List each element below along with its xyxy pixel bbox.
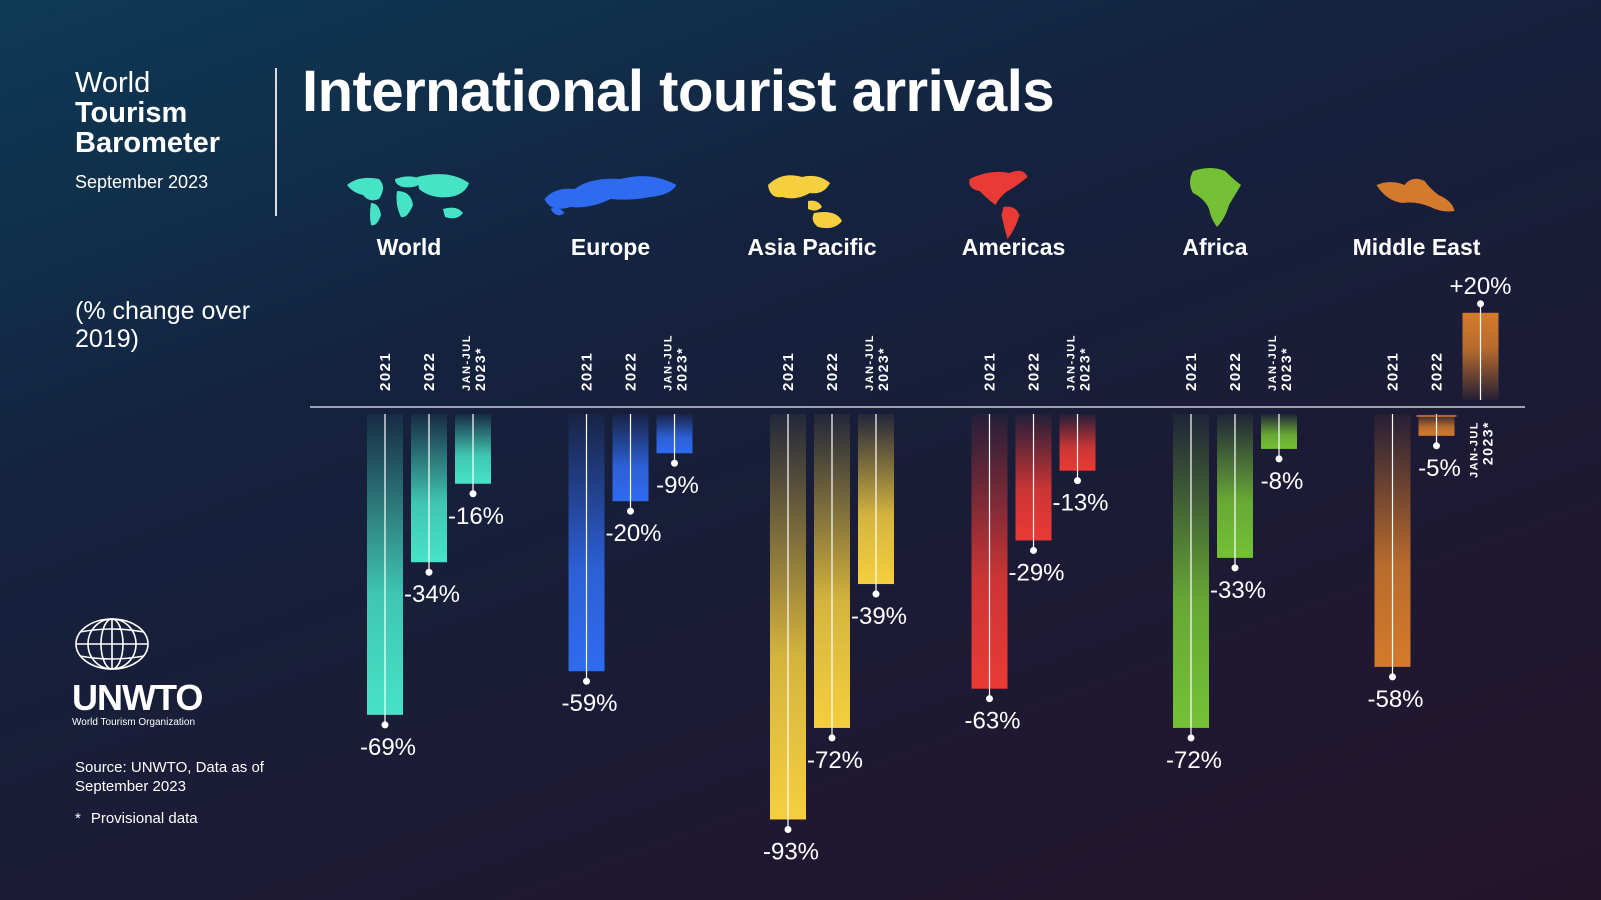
category-label: 2023* xyxy=(1480,421,1496,465)
bar-dot xyxy=(583,677,590,685)
middle-east-map-icon xyxy=(1376,178,1455,212)
category-label: 2023* xyxy=(1077,347,1093,391)
category-label: 2021 xyxy=(780,352,797,391)
region-name: Middle East xyxy=(1353,234,1481,260)
bar-dot xyxy=(469,490,477,498)
data-label: -13% xyxy=(1052,490,1108,517)
header-divider xyxy=(275,68,277,216)
category-label: 2022 xyxy=(1429,352,1446,391)
source-note: Source: UNWTO, Data as of September 2023 xyxy=(75,759,264,795)
brand-line-tourism: Tourism xyxy=(75,97,188,129)
region-name: Asia Pacific xyxy=(747,234,876,260)
category-label: JAN-JUL xyxy=(864,334,876,391)
chart-subtitle: (% change over 2019) xyxy=(75,297,251,353)
data-label: -33% xyxy=(1210,577,1266,604)
logo-text: UNWTO xyxy=(72,677,203,718)
category-label: 2022 xyxy=(824,352,841,391)
data-label: -63% xyxy=(964,708,1020,735)
americas-map-icon xyxy=(969,170,1028,239)
data-label: -5% xyxy=(1418,455,1461,482)
category-label: 2021 xyxy=(579,352,596,391)
brand-line-world: World xyxy=(75,67,151,99)
bar-dot xyxy=(381,721,389,729)
note-text: Provisional data xyxy=(90,810,198,827)
region-name: Europe xyxy=(571,234,650,260)
data-label: -9% xyxy=(656,472,699,499)
globe-icon xyxy=(75,618,149,670)
bar-dot xyxy=(1074,477,1081,485)
bar-dot xyxy=(1389,673,1396,681)
category-label: 2023* xyxy=(875,347,891,391)
data-label: -58% xyxy=(1367,686,1423,713)
category-label: 2023* xyxy=(674,347,690,391)
brand-block: World Tourism Barometer September 2023 xyxy=(75,68,265,193)
data-label: -34% xyxy=(404,581,460,608)
bar-dot xyxy=(986,695,993,703)
data-label: -93% xyxy=(763,838,819,865)
category-label: JAN-JUL xyxy=(1066,334,1078,391)
category-label: 2022 xyxy=(1227,352,1244,391)
category-label: 2023* xyxy=(1278,347,1294,391)
data-label: -16% xyxy=(448,503,504,530)
category-label: 2021 xyxy=(982,352,999,391)
world-map-icon xyxy=(347,174,469,226)
category-label: JAN-JUL xyxy=(1469,421,1481,478)
category-label: 2022 xyxy=(623,352,640,391)
data-label: -20% xyxy=(605,520,661,547)
bar-dot xyxy=(1187,734,1195,742)
region-name: World xyxy=(377,234,442,260)
europe-map-icon xyxy=(544,176,677,216)
category-label: JAN-JUL xyxy=(663,334,675,391)
unwto-logo: UNWTO World Tourism Organization xyxy=(72,616,232,728)
asia-pacific-map-icon xyxy=(768,175,842,229)
provisional-note: * Provisional data xyxy=(75,810,198,827)
note-marker: * xyxy=(75,810,81,827)
category-label: 2021 xyxy=(377,352,394,391)
category-label: JAN-JUL xyxy=(461,334,473,391)
bar-dot xyxy=(1231,564,1239,572)
bar-dot xyxy=(627,507,634,515)
data-label: -72% xyxy=(1166,747,1222,774)
category-label: 2022 xyxy=(421,352,438,391)
bar-dot xyxy=(425,568,433,576)
bar-dot xyxy=(828,734,836,742)
africa-map-icon xyxy=(1190,168,1241,227)
bar-dot xyxy=(1030,546,1037,554)
bar-dot xyxy=(872,590,880,598)
data-label: -69% xyxy=(360,734,416,761)
category-label: 2021 xyxy=(1385,352,1402,391)
category-label: 2023* xyxy=(472,347,488,391)
bar-dot xyxy=(1433,442,1440,450)
brand-line-barometer: Barometer xyxy=(75,127,221,159)
bar-dot xyxy=(784,825,792,833)
data-label: +20% xyxy=(1449,273,1511,300)
bar-dot xyxy=(1477,300,1484,308)
logo-subtitle: World Tourism Organization xyxy=(72,717,196,728)
bar-dot xyxy=(671,459,678,467)
category-label: 2021 xyxy=(1183,352,1200,391)
data-label: -59% xyxy=(561,690,617,717)
data-label: -8% xyxy=(1261,468,1304,495)
brand-date: September 2023 xyxy=(75,172,209,192)
region-name: Africa xyxy=(1182,234,1247,260)
bar-dot xyxy=(1275,455,1283,463)
data-label: -72% xyxy=(807,747,863,774)
page-title: International tourist arrivals xyxy=(302,59,1055,124)
region-name: Americas xyxy=(962,234,1066,260)
category-label: 2022 xyxy=(1026,352,1043,391)
category-label: JAN-JUL xyxy=(1267,334,1279,391)
data-label: -29% xyxy=(1008,559,1064,586)
data-label: -39% xyxy=(851,603,907,630)
